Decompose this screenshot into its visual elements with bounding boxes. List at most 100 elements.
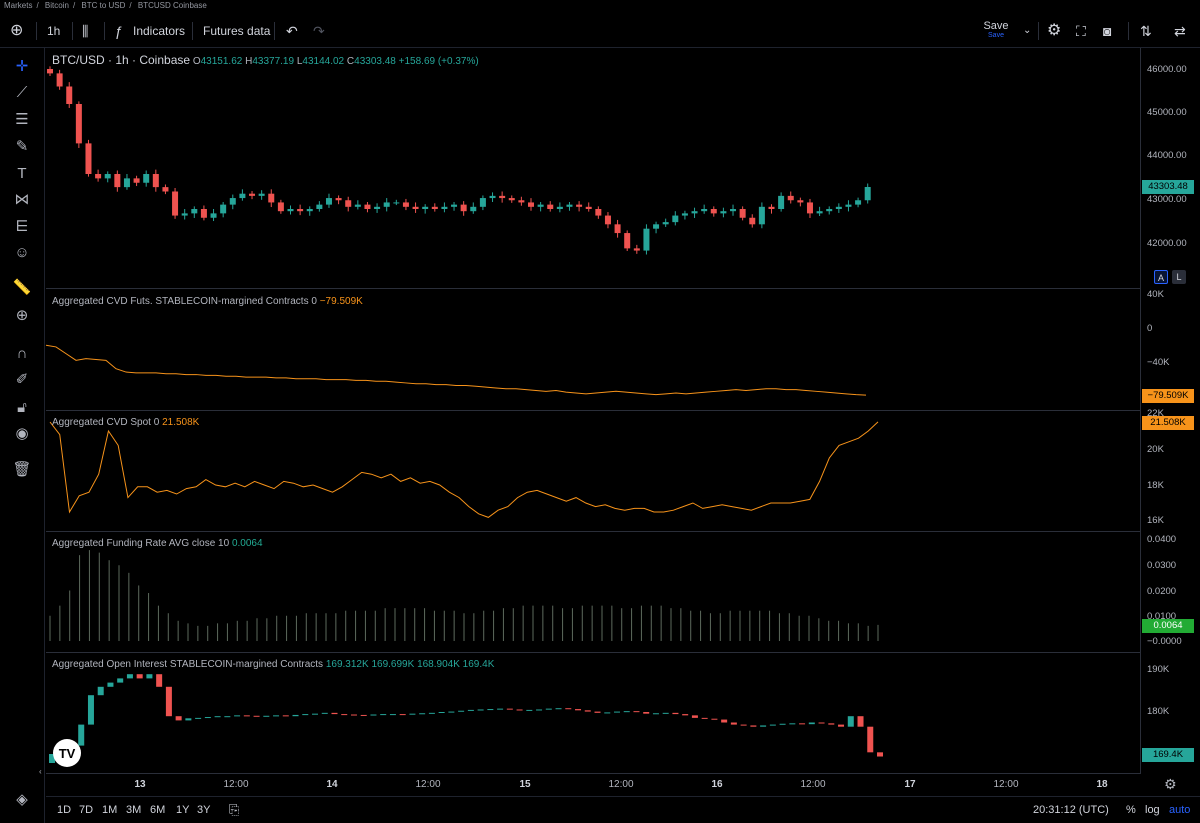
magnet-icon[interactable]: ∩ (16, 344, 28, 362)
range-1d[interactable]: 1D (57, 804, 72, 816)
oi-candle (613, 711, 620, 713)
time-tick: 16 (711, 779, 723, 790)
oi-candle (623, 711, 630, 713)
percent-toggle[interactable]: % (1126, 804, 1136, 816)
cvd-futs-label[interactable]: Aggregated CVD Futs. STABLECOIN-margined… (52, 296, 317, 307)
crosshair-icon[interactable]: ✛ (15, 58, 29, 75)
price-tick: 42000.00 (1147, 238, 1187, 249)
range-6m[interactable]: 6M (150, 804, 166, 816)
pattern-icon[interactable]: ⋈ (14, 191, 30, 208)
save-button[interactable]: Save Save (975, 20, 1017, 42)
zoom-in-icon[interactable]: ⊕ (15, 307, 29, 324)
oi-candle (350, 714, 357, 716)
trend-line-icon[interactable]: ⟋ (16, 83, 28, 101)
redo-icon[interactable]: ↷ (313, 23, 325, 39)
oi-candle (487, 709, 494, 711)
camera-icon[interactable]: ◙ (1103, 23, 1112, 39)
funding-tick: 0.0200 (1147, 586, 1177, 597)
oi-candle (877, 752, 883, 757)
cvd-futs-tick: 40K (1147, 289, 1164, 300)
collapse-chevron-icon[interactable]: ‹ (39, 767, 42, 776)
time-axis-settings-icon[interactable]: ⚙ (1164, 776, 1177, 792)
goto-date-icon[interactable]: ⎘ (229, 802, 240, 817)
cvd-futs-legend: Aggregated CVD Futs. STABLECOIN-margined… (52, 296, 363, 307)
range-3y[interactable]: 3Y (197, 804, 211, 816)
oi-candle (399, 714, 406, 716)
save-dropdown-chevron-icon[interactable]: ⌄ (1023, 25, 1032, 36)
candle-body (104, 174, 111, 179)
oi-close: 169.4K (462, 659, 495, 670)
eye-icon[interactable]: ◉ (15, 425, 29, 442)
oi-candle (545, 708, 552, 710)
candles-icon[interactable]: ⫼ (82, 23, 89, 39)
range-1y[interactable]: 1Y (176, 804, 190, 816)
candle-body (768, 206, 775, 209)
add-symbol-icon[interactable]: ⊕ (10, 22, 24, 39)
breadcrumb-bitcoin[interactable]: Bitcoin (44, 1, 69, 10)
auto-scale-badge[interactable]: A (1154, 270, 1168, 284)
candle-body (460, 204, 467, 212)
candle-body (239, 193, 246, 199)
horizontal-lines-icon[interactable]: ☰ (15, 111, 29, 128)
swap-arrows-icon[interactable]: ⇄ (1174, 23, 1186, 39)
funding-tick: 0.0300 (1147, 560, 1177, 571)
oi-candle (136, 674, 143, 679)
futures-data-button[interactable]: Futures data (203, 24, 271, 38)
layers-icon[interactable]: ◈ (16, 791, 28, 808)
auto-toggle[interactable]: auto (1169, 804, 1191, 816)
range-1m[interactable]: 1M (102, 804, 118, 816)
text-icon[interactable]: T (17, 164, 27, 182)
compare-arrows-icon[interactable]: ⇅ (1140, 23, 1152, 39)
cvd-spot-label[interactable]: Aggregated CVD Spot 0 (52, 417, 160, 428)
trash-icon[interactable]: 🗑︎ (12, 461, 32, 478)
indicators-icon[interactable]: ƒ (115, 23, 123, 39)
undo-icon[interactable]: ↶ (286, 23, 298, 39)
candle-body (826, 209, 833, 212)
breadcrumb-btcusd-coinbase[interactable]: BTCUSD Coinbase (137, 1, 207, 10)
range-3m[interactable]: 3M (126, 804, 142, 816)
measure-lines-icon[interactable]: ⋿ (15, 218, 29, 235)
log-toggle[interactable]: log (1145, 804, 1160, 816)
candle-body (595, 209, 602, 216)
pane-divider[interactable] (46, 288, 1140, 289)
ruler-icon[interactable]: 📏 (12, 279, 32, 296)
candle-body (672, 215, 679, 223)
pane-divider[interactable] (46, 410, 1140, 411)
candle-body (162, 187, 169, 192)
breadcrumb-markets[interactable]: Markets (4, 1, 33, 10)
symbol-title[interactable]: BTC/USD · 1h · Coinbase (52, 53, 191, 67)
lock-icon[interactable]: 🔓︎ (17, 398, 27, 416)
candle-body (643, 228, 650, 251)
candle-body (152, 174, 159, 188)
oi-label[interactable]: Aggregated Open Interest STABLECOIN-marg… (52, 659, 324, 670)
lock-pencil-icon[interactable]: ✐ (15, 371, 29, 388)
breadcrumb-btc-usd[interactable]: BTC to USD (81, 1, 126, 10)
emoji-icon[interactable]: ☺ (14, 243, 30, 261)
candle-body (258, 193, 265, 196)
pane-divider[interactable] (46, 652, 1140, 653)
cvd-spot-tick: 16K (1147, 515, 1164, 526)
settings-gear-icon[interactable]: ⚙ (1047, 22, 1062, 39)
candle-body (85, 143, 92, 174)
utc-clock[interactable]: 20:31:12 (UTC) (1033, 804, 1109, 816)
candle-body (354, 204, 361, 207)
candle-body (691, 211, 698, 214)
interval-button[interactable]: 1h (47, 24, 61, 38)
candle-body (402, 202, 409, 207)
brush-icon[interactable]: ✎ (15, 138, 29, 155)
oi-candle (370, 714, 377, 716)
oi-candle (204, 717, 211, 719)
oi-tick: 190K (1147, 664, 1170, 675)
oi-candle (331, 712, 338, 715)
funding-label[interactable]: Aggregated Funding Rate AVG close 10 (52, 538, 230, 549)
oi-candle (818, 722, 825, 724)
indicators-button[interactable]: Indicators (133, 24, 186, 38)
fullscreen-icon[interactable]: ⛶ (1076, 23, 1086, 39)
range-7d[interactable]: 7D (79, 804, 94, 816)
bottom-toolbar: 1D 7D 1M 3M 6M 1Y 3Y ⎘ 20:31:12 (UTC) % … (46, 796, 1200, 823)
open-value: 43151.62 (200, 56, 243, 67)
log-scale-badge[interactable]: L (1172, 270, 1186, 284)
oi-candle (224, 716, 231, 718)
pane-divider[interactable] (46, 531, 1140, 532)
